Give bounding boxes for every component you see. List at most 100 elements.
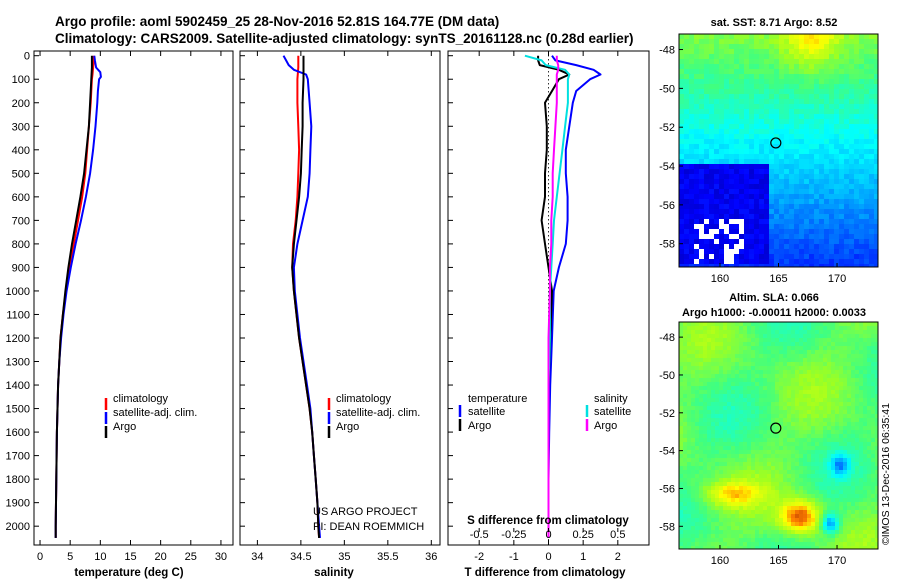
heatmap-cell	[864, 114, 870, 120]
heatmap-cell	[799, 64, 805, 70]
heatmap-cell	[874, 244, 878, 250]
heatmap-cell	[707, 478, 712, 483]
heatmap-cell	[815, 354, 820, 359]
heatmap-cell	[875, 534, 878, 539]
heatmap-cell	[834, 39, 840, 45]
heatmap-cell	[729, 64, 735, 70]
heatmap-cell	[714, 174, 720, 180]
heatmap-cell	[804, 49, 810, 55]
heatmap-cell	[734, 69, 740, 75]
heatmap-cell	[811, 398, 816, 403]
heatmap-cell	[824, 214, 830, 220]
heatmap-cell	[819, 526, 824, 531]
heatmap-cell	[834, 239, 840, 245]
heatmap-cell	[763, 498, 768, 503]
heatmap-cell	[707, 354, 712, 359]
heatmap-cell	[834, 114, 840, 120]
heatmap-cell	[809, 119, 815, 125]
heatmap-cell	[811, 530, 816, 535]
heatmap-cell	[827, 450, 832, 455]
heatmap-cell	[794, 79, 800, 85]
heatmap-cell	[731, 378, 736, 383]
heatmap-cell	[744, 134, 750, 140]
heatmap-cell	[751, 402, 756, 407]
heatmap-cell	[847, 390, 852, 395]
heatmap-cell	[823, 410, 828, 415]
heatmap-cell	[689, 64, 695, 70]
heatmap-cell	[711, 450, 716, 455]
heatmap-cell	[759, 490, 764, 495]
heatmap-cell	[791, 358, 796, 363]
heatmap-cell	[689, 89, 695, 95]
heatmap-cell	[829, 149, 835, 155]
heatmap-cell	[683, 410, 688, 415]
heatmap-cell	[807, 482, 812, 487]
heatmap-cell	[687, 334, 692, 339]
heatmap-cell	[779, 430, 784, 435]
heatmap-cell	[711, 378, 716, 383]
heatmap-cell	[823, 482, 828, 487]
heatmap-cell	[739, 139, 745, 145]
heatmap-cell	[751, 338, 756, 343]
heatmap-cell	[763, 366, 768, 371]
heatmap-cell	[839, 442, 844, 447]
heatmap-cell	[807, 542, 812, 547]
heatmap-cell	[709, 84, 715, 90]
heatmap-cell	[689, 194, 695, 200]
heatmap-cell	[839, 354, 844, 359]
heatmap-cell	[779, 338, 784, 343]
heatmap-cell	[747, 430, 752, 435]
heatmap-cell	[743, 410, 748, 415]
heatmap-cell	[844, 59, 850, 65]
heatmap-cell	[779, 104, 785, 110]
heatmap-cell	[809, 79, 815, 85]
heatmap-cell	[775, 354, 780, 359]
heatmap-cell	[867, 418, 872, 423]
heatmap-cell	[859, 518, 864, 523]
heatmap-cell	[827, 394, 832, 399]
heatmap-cell	[699, 430, 704, 435]
heatmap-cell	[871, 370, 876, 375]
heatmap-cell	[699, 514, 704, 519]
heatmap-cell	[855, 518, 860, 523]
heatmap-cell	[719, 386, 724, 391]
heatmap-cell	[759, 104, 765, 110]
heatmap-cell	[859, 530, 864, 535]
heatmap-cell	[839, 169, 845, 175]
heatmap-cell	[769, 254, 775, 260]
heatmap-cell	[759, 129, 765, 135]
heatmap-cell	[803, 494, 808, 499]
heatmap-cell	[804, 224, 810, 230]
heatmap-cell	[711, 474, 716, 479]
heatmap-cell	[843, 506, 848, 511]
heatmap-cell	[831, 418, 836, 423]
heatmap-cell	[699, 510, 704, 515]
heatmap-cell	[804, 254, 810, 260]
heatmap-cell	[784, 189, 790, 195]
lat-tick-label: -50	[659, 83, 675, 95]
heatmap-cell	[804, 169, 810, 175]
heatmap-cell	[791, 490, 796, 495]
heatmap-cell	[809, 94, 815, 100]
heatmap-cell	[855, 350, 860, 355]
y-tick-label: 400	[12, 145, 30, 157]
heatmap-cell	[779, 458, 784, 463]
heatmap-cell	[759, 174, 765, 180]
heatmap-cell	[819, 129, 825, 135]
heatmap-cell	[827, 358, 832, 363]
heatmap-cell	[844, 234, 850, 240]
heatmap-cell	[739, 498, 744, 503]
heatmap-cell	[679, 374, 684, 379]
heatmap-cell	[747, 518, 752, 523]
heatmap-cell	[827, 338, 832, 343]
difference-legend: temperature satellite Argo salinity sate…	[458, 393, 631, 432]
heatmap-cell	[844, 79, 850, 85]
heatmap-cell	[739, 49, 745, 55]
heatmap-cell	[735, 402, 740, 407]
heatmap-cell	[751, 322, 756, 327]
heatmap-cell	[727, 418, 732, 423]
heatmap-cell	[849, 34, 855, 40]
heatmap-cell	[735, 330, 740, 335]
heatmap-cell	[747, 434, 752, 439]
heatmap-cell	[691, 334, 696, 339]
